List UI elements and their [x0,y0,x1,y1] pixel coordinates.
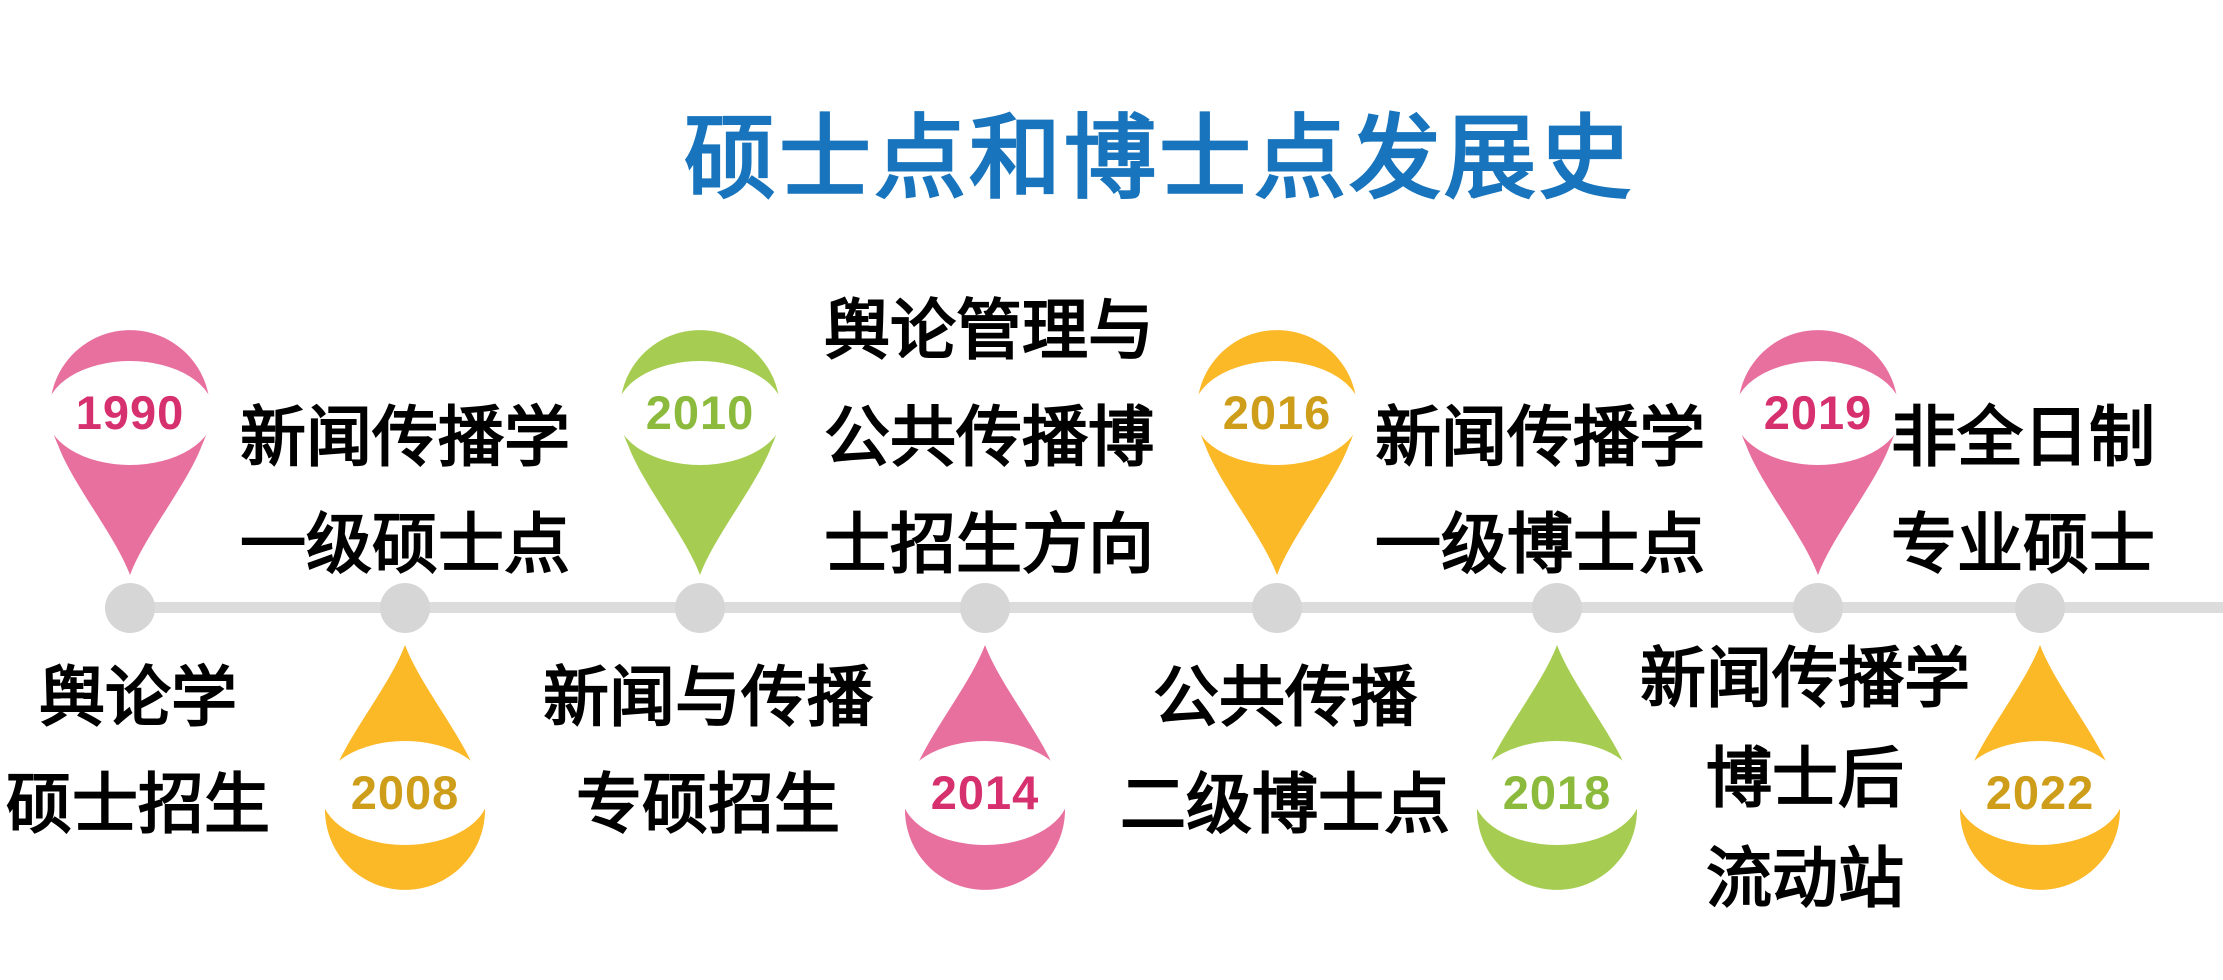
marker-year-window [1956,741,2124,845]
marker-year-window [616,361,784,465]
marker-year-window [901,741,1069,845]
event-year: 2016 [1223,386,1332,439]
event-label-line: 博士后 [1706,743,1904,816]
event-label-line: 舆论管理与 [824,295,1154,368]
event-label-line: 新闻传播学 [1375,402,1705,475]
event-year: 2010 [646,386,755,439]
timeline-bar [130,602,2223,613]
event-label-line: 士招生方向 [824,509,1154,582]
event-label-line: 一级博士点 [1375,509,1705,582]
event-marker-icon: 2019 [1734,330,1902,575]
event-label-line: 公共传播博 [824,402,1154,475]
event-label-line: 新闻传播学 [240,402,570,475]
timeline-node-dot [105,583,155,633]
event-label: 非全日制 专业硕士 [1891,385,2155,599]
event-marker-icon: 2008 [321,645,489,890]
event-year: 2014 [931,766,1040,819]
timeline-node-dot [380,583,430,633]
event-label-line: 一级硕士点 [240,509,570,582]
event-label: 新闻与传播 专硕招生 [543,645,873,859]
marker-year-window [1193,361,1361,465]
timeline-node-dot [960,583,1010,633]
event-year: 2022 [1986,766,2095,819]
event-label-line: 舆论学 [39,662,237,735]
event-label: 公共传播 二级博士点 [1120,645,1450,859]
event-year: 2019 [1764,386,1873,439]
event-label-line: 新闻与传播 [543,662,873,735]
event-marker-icon: 2016 [1193,330,1361,575]
event-label-line: 非全日制 [1891,402,2155,475]
event-marker-icon: 1990 [46,330,214,575]
event-year: 2018 [1503,766,1612,819]
event-label-line: 硕士招生 [6,769,270,842]
event-label: 舆论管理与公共传播博士招生方向 [824,278,1154,599]
marker-year-window [46,361,214,465]
event-label: 新闻传播学博士后流动站 [1640,630,1970,930]
event-label-line: 专业硕士 [1891,509,2155,582]
event-marker-icon: 2018 [1473,645,1641,890]
event-label-line: 公共传播 [1153,662,1417,735]
timeline-node-dot [675,583,725,633]
marker-year-window [1734,361,1902,465]
marker-year-window [321,741,489,845]
event-label-line: 新闻传播学 [1640,643,1970,716]
event-year: 2008 [351,766,460,819]
event-marker-icon: 2014 [901,645,1069,890]
timeline-node-dot [2015,583,2065,633]
event-marker-icon: 2010 [616,330,784,575]
timeline-node-dot [1532,583,1582,633]
timeline-node-dot [1793,583,1843,633]
event-marker-icon: 2022 [1956,645,2124,890]
event-label-line: 流动站 [1706,843,1904,916]
event-label: 新闻传播学一级博士点 [1375,385,1705,599]
page-title: 硕士点和博士点发展史 [683,108,1635,210]
event-label-line: 二级博士点 [1120,769,1450,842]
event-label: 舆论学 硕士招生 [6,645,270,859]
timeline-node-dot [1252,583,1302,633]
event-label: 新闻传播学一级硕士点 [240,385,570,599]
event-label-line: 专硕招生 [576,769,840,842]
event-year: 1990 [76,386,185,439]
marker-year-window [1473,741,1641,845]
